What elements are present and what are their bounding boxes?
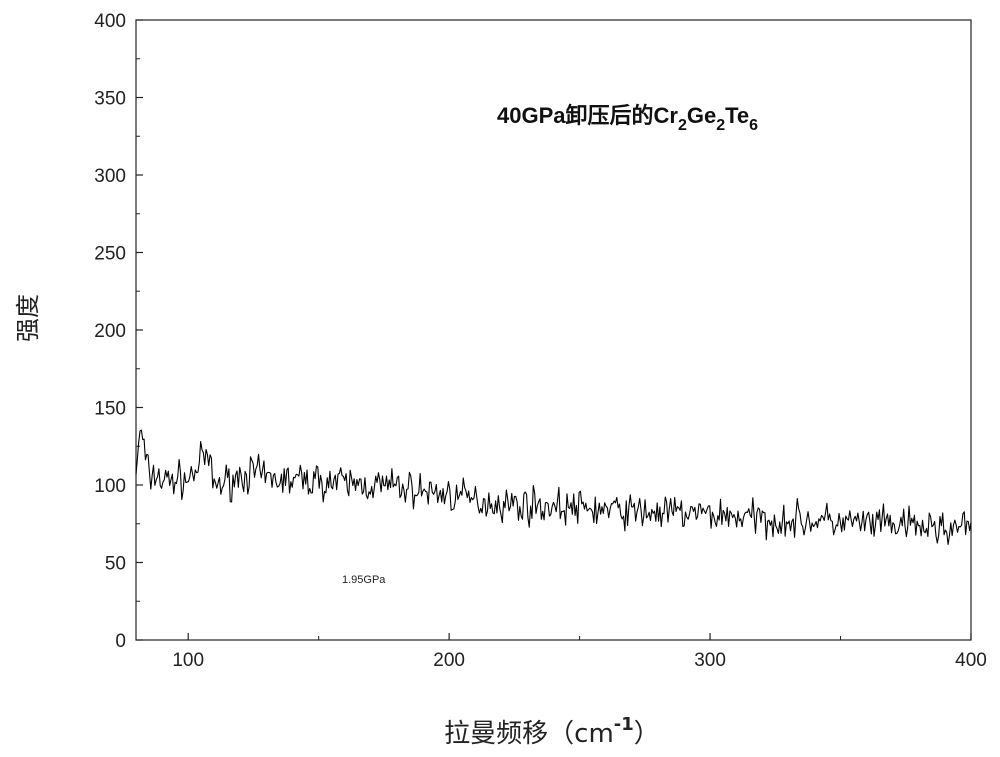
- x-tick-label: 100: [172, 650, 204, 671]
- x-axis-title: 拉曼频移（cm-1）: [444, 714, 660, 749]
- annotation-text: 40GPa卸压后的Cr: [497, 103, 678, 128]
- x-tick-label: 400: [955, 650, 987, 671]
- annotation-pressure: 1.95GPa: [342, 574, 386, 586]
- y-tick-label: 100: [94, 476, 126, 497]
- y-tick-label: 300: [94, 166, 126, 187]
- x-axis-title-sup: -1: [614, 714, 634, 735]
- x-tick-label: 300: [694, 650, 726, 671]
- annotation-subscript: 2: [716, 117, 725, 134]
- y-tick-label: 200: [94, 321, 126, 342]
- annotation-subscript: 6: [749, 117, 758, 134]
- y-tick-label: 250: [94, 244, 126, 265]
- y-tick-label: 0: [115, 631, 126, 652]
- annotation-text: Te: [725, 103, 749, 128]
- y-tick-label: 50: [105, 554, 126, 575]
- y-axis-title: 强度: [14, 294, 42, 342]
- annotation-text: Ge: [687, 103, 716, 128]
- y-tick-label: 150: [94, 399, 126, 420]
- x-axis-title-close: ）: [634, 719, 660, 749]
- y-tick-label: 400: [94, 11, 126, 32]
- y-tick-label: 350: [94, 89, 126, 110]
- x-tick-label: 200: [433, 650, 465, 671]
- x-axis-title-main: 拉曼频移（cm: [444, 719, 614, 749]
- annotation-subscript: 2: [678, 117, 687, 134]
